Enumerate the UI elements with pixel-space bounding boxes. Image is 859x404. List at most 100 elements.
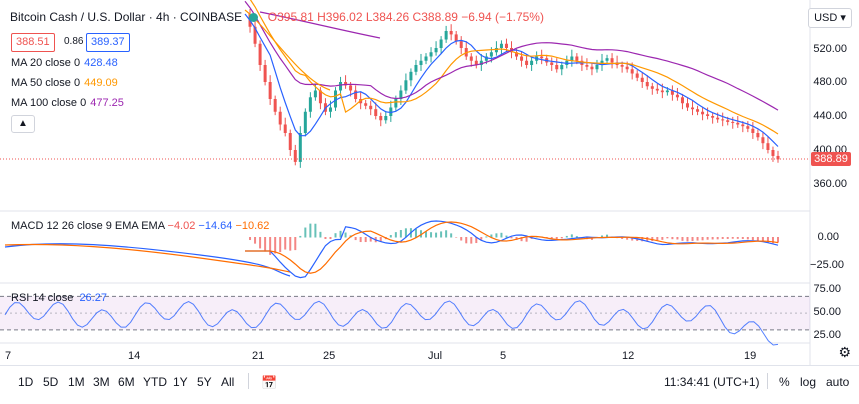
macd-histogram-bar xyxy=(294,237,297,251)
ma20-legend[interactable]: MA 20 close 0 428.48 xyxy=(11,57,118,69)
macd-histogram-bar xyxy=(299,235,302,238)
macd-histogram-bar xyxy=(711,237,714,240)
range-5y-button[interactable]: 5Y xyxy=(197,375,212,389)
buy-price-button[interactable]: 389.37 xyxy=(86,33,130,52)
candle-body xyxy=(530,60,534,65)
time-label: 7 xyxy=(5,350,12,362)
macd-histogram-bar xyxy=(359,237,362,243)
candle-body xyxy=(313,90,317,98)
candle-body xyxy=(354,90,358,99)
currency-select-value: USD xyxy=(814,12,838,24)
macd-histogram-bar xyxy=(701,237,704,241)
macd-legend[interactable]: MACD 12 26 close 9 EMA EMA −4.02 −14.64 … xyxy=(11,220,269,232)
macd-histogram-bar xyxy=(741,237,744,239)
macd-histogram-bar xyxy=(716,237,719,240)
range-5d-button[interactable]: 5D xyxy=(43,375,59,389)
current-price-tag: 388.89 xyxy=(811,152,851,166)
ma20-label: MA 20 close 0 xyxy=(11,57,81,69)
candle-body xyxy=(756,133,760,138)
candle-body xyxy=(444,31,448,40)
candle-body xyxy=(424,56,428,61)
macd-histogram-bar xyxy=(329,237,332,240)
macd-histogram-bar xyxy=(440,231,443,238)
candle-body xyxy=(680,97,684,104)
log-toggle[interactable]: log xyxy=(800,375,817,389)
macd-histogram-bar xyxy=(726,237,729,239)
macd-signal-line xyxy=(4,243,291,273)
macd-histogram-bar xyxy=(394,232,397,238)
macd-histogram-bar xyxy=(430,232,433,238)
candle-body xyxy=(499,43,503,48)
candle-body xyxy=(434,48,438,53)
range-1y-button[interactable]: 1Y xyxy=(173,375,188,389)
macd-histogram-bar xyxy=(550,237,553,239)
candle-body xyxy=(605,58,609,61)
macd-histogram-bar xyxy=(490,234,493,238)
candle-body xyxy=(439,39,443,48)
candle-body xyxy=(640,77,644,82)
toolbar-divider xyxy=(248,373,249,389)
macd-histogram-bar xyxy=(510,237,513,239)
candle-body xyxy=(726,120,730,122)
macd-histogram-bar xyxy=(756,237,759,241)
macd-histogram-bar xyxy=(455,237,458,238)
candle-body xyxy=(645,82,649,87)
ma100-legend[interactable]: MA 100 close 0 477.25 xyxy=(11,97,124,109)
candle-body xyxy=(303,111,307,133)
candle-body xyxy=(283,124,287,133)
ma100-value: 477.25 xyxy=(90,97,124,109)
auto-toggle[interactable]: auto xyxy=(826,375,850,389)
range-all-button[interactable]: All xyxy=(221,375,235,389)
macd-histogram-bar xyxy=(520,237,523,242)
macd-histogram-bar xyxy=(379,237,382,242)
macd-histogram-bar xyxy=(661,237,664,240)
collapse-legend-button[interactable]: ▲ xyxy=(11,115,35,133)
candle-body xyxy=(620,65,624,67)
time-label: 14 xyxy=(128,350,141,362)
candle-body xyxy=(731,121,735,123)
currency-select[interactable]: USD ▾ xyxy=(808,8,852,28)
range-3m-button[interactable]: 3M xyxy=(93,375,110,389)
macd-histogram-bar xyxy=(500,232,503,238)
sell-price-button[interactable]: 388.51 xyxy=(11,33,55,52)
range-ytd-button[interactable]: YTD xyxy=(143,375,167,389)
ma20-line xyxy=(244,13,779,147)
candle-body xyxy=(635,73,639,78)
macd-histogram-bar xyxy=(555,237,558,241)
range-1d-button[interactable]: 1D xyxy=(18,375,34,389)
bottom-toolbar xyxy=(0,365,859,404)
macd-histogram-bar xyxy=(641,237,644,242)
clock-display[interactable]: 11:34:41 (UTC+1) xyxy=(664,375,760,389)
price-tick: 480.00 xyxy=(813,76,847,88)
candle-body xyxy=(540,56,544,59)
candle-body xyxy=(504,43,508,48)
macd-histogram-bar xyxy=(771,237,774,244)
candle-body xyxy=(665,90,669,93)
macd-histogram-bar xyxy=(470,237,473,244)
settings-gear-icon[interactable]: ⚙ xyxy=(838,344,851,360)
symbol-title: Bitcoin Cash / U.S. Dollar · 4h · COINBA… xyxy=(10,10,243,24)
candle-body xyxy=(399,90,403,99)
macd-histogram-bar xyxy=(777,237,779,243)
candle-body xyxy=(675,94,679,98)
macd-histogram-bar xyxy=(354,237,357,241)
symbol-legend[interactable]: Bitcoin Cash / U.S. Dollar · 4h · COINBA… xyxy=(10,10,544,24)
ma50-legend[interactable]: MA 50 close 0 449.09 xyxy=(11,77,118,89)
price-tick: 440.00 xyxy=(813,110,847,122)
chart-canvas[interactable] xyxy=(0,0,859,365)
macd-histogram-bar xyxy=(565,235,568,238)
percent-toggle[interactable]: % xyxy=(779,375,790,389)
candle-body xyxy=(630,69,634,74)
rsi-tick: 75.00 xyxy=(813,283,841,295)
macd-tick: 0.00 xyxy=(817,231,839,243)
range-1m-button[interactable]: 1M xyxy=(68,375,85,389)
macd-histogram-bar xyxy=(304,227,307,238)
macd-histogram-bar xyxy=(631,237,634,241)
macd-histogram-bar xyxy=(475,237,478,244)
range-6m-button[interactable]: 6M xyxy=(118,375,135,389)
calendar-range-icon[interactable]: 📅 xyxy=(261,375,278,390)
rsi-label: RSI 14 close xyxy=(11,292,74,304)
candle-body xyxy=(771,150,775,156)
rsi-legend[interactable]: RSI 14 close 26.27 xyxy=(11,292,107,304)
macd-histogram-bar xyxy=(279,237,282,253)
